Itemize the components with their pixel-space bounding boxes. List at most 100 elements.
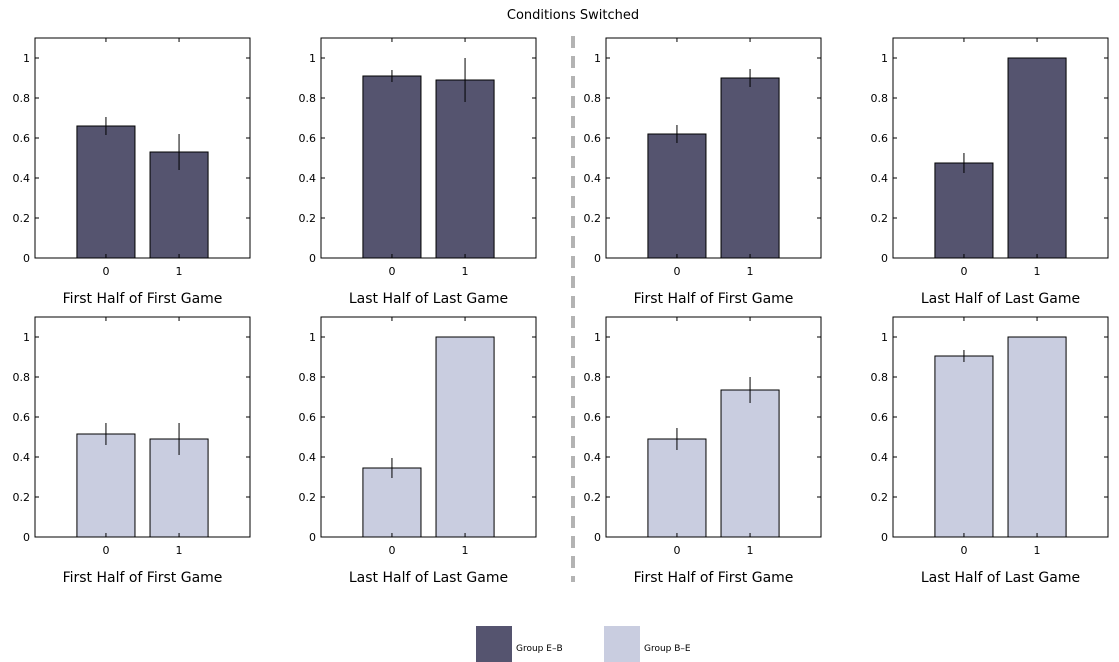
y-tick-label: 0.4 bbox=[13, 172, 31, 185]
panels: 0 0.2 0.4 0.6 0.8 1 0 1 First Half of First Game… bbox=[13, 37, 1109, 586]
y-tick-label: 0 bbox=[23, 252, 30, 265]
x-tick-label: 0 bbox=[960, 265, 967, 278]
x-tick-label: 0 bbox=[102, 544, 109, 557]
y-tick-label: 0 bbox=[881, 252, 888, 265]
y-tick-label: 0 bbox=[594, 531, 601, 544]
x-tick-label: 0 bbox=[960, 544, 967, 557]
chart-panel-bottom-3: 0 0.2 0.4 0.6 0.8 1 0 1 First Half of First Game bbox=[584, 316, 822, 586]
x-axis-label: Last Half of Last Game bbox=[349, 291, 508, 307]
y-tick-label: 0.6 bbox=[299, 411, 317, 424]
axes-box bbox=[320, 316, 537, 538]
y-tick-label: 0.6 bbox=[299, 132, 317, 145]
y-tick-label: 0.2 bbox=[871, 491, 889, 504]
y-tick-label: 0.2 bbox=[871, 212, 889, 225]
legend-swatch-group-eb bbox=[476, 626, 512, 662]
legend: Group E–B Group B–E bbox=[476, 626, 691, 662]
x-tick-label: 0 bbox=[673, 265, 680, 278]
y-tick-label: 0.6 bbox=[584, 411, 602, 424]
y-tick-label: 0 bbox=[23, 531, 30, 544]
y-tick-label: 0.4 bbox=[871, 451, 889, 464]
y-tick-label: 0 bbox=[309, 252, 316, 265]
figure-title: Conditions Switched bbox=[507, 8, 639, 23]
axes-box bbox=[605, 37, 822, 259]
axes-box bbox=[34, 37, 251, 259]
bar bbox=[76, 125, 136, 259]
bar bbox=[362, 75, 422, 259]
axes-box bbox=[892, 37, 1109, 259]
y-tick-label: 0.6 bbox=[13, 411, 31, 424]
y-tick-label: 1 bbox=[594, 331, 601, 344]
bar bbox=[647, 438, 707, 538]
chart-panel-top-1: 0 0.2 0.4 0.6 0.8 1 0 1 First Half of First Game bbox=[13, 37, 251, 307]
y-tick-label: 0.2 bbox=[13, 491, 31, 504]
y-tick-label: 0.8 bbox=[871, 371, 889, 384]
chart-panel-top-2: 0 0.2 0.4 0.6 0.8 1 0 1 Last Half of Last Game bbox=[299, 37, 537, 307]
y-tick-label: 0.6 bbox=[584, 132, 602, 145]
y-tick-label: 0.8 bbox=[584, 92, 602, 105]
y-tick-label: 0.4 bbox=[299, 172, 317, 185]
chart-panel-bottom-4: 0 0.2 0.4 0.6 0.8 1 0 1 Last Half of Last Game bbox=[871, 316, 1109, 586]
y-tick-label: 0.6 bbox=[13, 132, 31, 145]
y-tick-label: 0.2 bbox=[299, 212, 317, 225]
x-axis-label: First Half of First Game bbox=[63, 570, 223, 586]
y-tick-label: 0.2 bbox=[584, 491, 602, 504]
x-tick-label: 0 bbox=[102, 265, 109, 278]
y-tick-label: 0.6 bbox=[871, 132, 889, 145]
x-tick-label: 1 bbox=[747, 265, 754, 278]
x-tick-label: 1 bbox=[747, 544, 754, 557]
x-tick-label: 0 bbox=[673, 544, 680, 557]
x-axis-label: Last Half of Last Game bbox=[921, 291, 1080, 307]
y-tick-label: 1 bbox=[23, 52, 30, 65]
y-tick-label: 1 bbox=[23, 331, 30, 344]
axes-box bbox=[320, 37, 537, 259]
y-tick-label: 0.2 bbox=[299, 491, 317, 504]
bar bbox=[1007, 336, 1067, 538]
bar bbox=[720, 389, 780, 538]
y-tick-label: 0 bbox=[881, 531, 888, 544]
x-axis-label: First Half of First Game bbox=[63, 291, 223, 307]
y-tick-label: 0.4 bbox=[584, 451, 602, 464]
axes-box bbox=[892, 316, 1109, 538]
axes-box bbox=[34, 316, 251, 538]
bar bbox=[435, 336, 495, 538]
y-tick-label: 0.8 bbox=[299, 371, 317, 384]
y-tick-label: 0.2 bbox=[584, 212, 602, 225]
x-tick-label: 1 bbox=[462, 265, 469, 278]
y-tick-label: 0.4 bbox=[871, 172, 889, 185]
legend-label-group-eb: Group E–B bbox=[516, 644, 563, 654]
x-tick-label: 1 bbox=[1034, 544, 1041, 557]
x-tick-label: 1 bbox=[1034, 265, 1041, 278]
legend-swatch-group-be bbox=[604, 626, 640, 662]
x-axis-label: Last Half of Last Game bbox=[349, 570, 508, 586]
x-tick-label: 0 bbox=[388, 265, 395, 278]
y-tick-label: 1 bbox=[881, 331, 888, 344]
x-tick-label: 0 bbox=[388, 544, 395, 557]
bar bbox=[1007, 57, 1067, 259]
bar bbox=[934, 355, 994, 538]
x-axis-label: Last Half of Last Game bbox=[921, 570, 1080, 586]
y-tick-label: 0.8 bbox=[584, 371, 602, 384]
axes-box bbox=[605, 316, 822, 538]
y-tick-label: 0.4 bbox=[584, 172, 602, 185]
y-tick-label: 1 bbox=[309, 331, 316, 344]
y-tick-label: 0 bbox=[594, 252, 601, 265]
y-tick-label: 0.8 bbox=[299, 92, 317, 105]
bar bbox=[362, 467, 422, 538]
y-tick-label: 0.8 bbox=[13, 92, 31, 105]
y-tick-label: 0 bbox=[309, 531, 316, 544]
bar bbox=[435, 79, 495, 259]
x-axis-label: First Half of First Game bbox=[634, 291, 794, 307]
y-tick-label: 0.6 bbox=[871, 411, 889, 424]
bar bbox=[76, 433, 136, 538]
bar bbox=[720, 77, 780, 259]
y-tick-label: 1 bbox=[309, 52, 316, 65]
y-tick-label: 0.2 bbox=[13, 212, 31, 225]
y-tick-label: 1 bbox=[881, 52, 888, 65]
bar bbox=[647, 133, 707, 259]
y-tick-label: 0.4 bbox=[299, 451, 317, 464]
chart-panel-top-4: 0 0.2 0.4 0.6 0.8 1 0 1 Last Half of Last Game bbox=[871, 37, 1109, 307]
y-tick-label: 0.4 bbox=[13, 451, 31, 464]
chart-panel-top-3: 0 0.2 0.4 0.6 0.8 1 0 1 First Half of First Game bbox=[584, 37, 822, 307]
y-tick-label: 1 bbox=[594, 52, 601, 65]
